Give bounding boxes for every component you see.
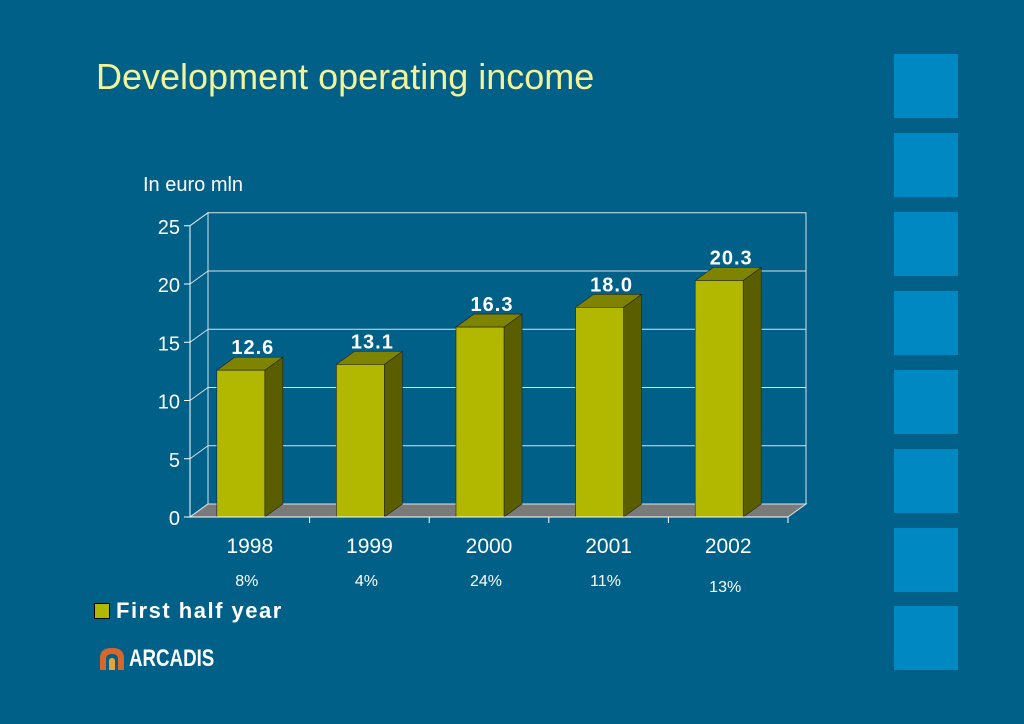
bar-side bbox=[623, 293, 642, 518]
bar-side bbox=[742, 266, 762, 518]
data-label: 16.3 bbox=[471, 294, 514, 316]
bar bbox=[336, 364, 385, 518]
legend-swatch bbox=[94, 603, 110, 619]
decorative-square bbox=[894, 133, 958, 197]
y-tick-label: 0 bbox=[169, 508, 180, 530]
decorative-square bbox=[894, 370, 958, 434]
x-tick-label: 1998 bbox=[226, 535, 273, 558]
bar bbox=[455, 326, 505, 518]
decorative-square bbox=[894, 528, 958, 592]
bar-side bbox=[264, 356, 284, 518]
arcadis-logo-icon bbox=[100, 648, 124, 670]
arcadis-logo: ARCADIS bbox=[98, 645, 238, 673]
growth-label: 13% bbox=[709, 579, 741, 596]
gridline-side bbox=[189, 445, 209, 460]
bar bbox=[694, 280, 744, 518]
decorative-square bbox=[894, 606, 958, 670]
y-tick-label: 20 bbox=[158, 275, 180, 297]
chart-unit-label: In euro mln bbox=[143, 174, 244, 196]
x-tick-label: 2002 bbox=[705, 535, 752, 558]
bar bbox=[216, 369, 266, 518]
growth-label: 8% bbox=[235, 573, 258, 590]
growth-label: 24% bbox=[470, 573, 502, 590]
x-tick-label: 1999 bbox=[346, 535, 393, 558]
legend-label: First half year bbox=[116, 598, 283, 623]
decorative-square bbox=[894, 449, 958, 513]
logo-text: ARCADIS bbox=[129, 645, 215, 672]
chart-legend: First half year bbox=[94, 598, 283, 624]
page-title: Development operating income bbox=[96, 56, 595, 97]
bar-side bbox=[384, 350, 403, 518]
x-tick-label: 2001 bbox=[585, 535, 632, 558]
decorative-square bbox=[894, 212, 958, 276]
growth-label: 4% bbox=[355, 573, 378, 590]
plot-area-side-wall bbox=[189, 211, 209, 518]
bar-side bbox=[503, 313, 523, 518]
data-label: 20.3 bbox=[710, 248, 753, 270]
gridline-side bbox=[189, 328, 209, 343]
bar bbox=[575, 306, 624, 518]
gridline-side bbox=[189, 387, 209, 401]
decorative-square bbox=[894, 291, 958, 355]
y-tick-label: 5 bbox=[169, 450, 180, 472]
gridline-side bbox=[189, 212, 209, 227]
decorative-square bbox=[894, 54, 958, 118]
y-tick-label: 10 bbox=[158, 392, 180, 414]
data-label: 13.1 bbox=[351, 331, 394, 353]
y-tick-label: 15 bbox=[158, 333, 180, 355]
y-tick-label: 25 bbox=[158, 217, 180, 239]
data-label: 12.6 bbox=[231, 337, 274, 359]
data-label: 18.0 bbox=[590, 274, 633, 296]
gridline-side bbox=[189, 270, 209, 285]
growth-label: 11% bbox=[590, 573, 621, 590]
x-tick-label: 2000 bbox=[466, 535, 513, 558]
